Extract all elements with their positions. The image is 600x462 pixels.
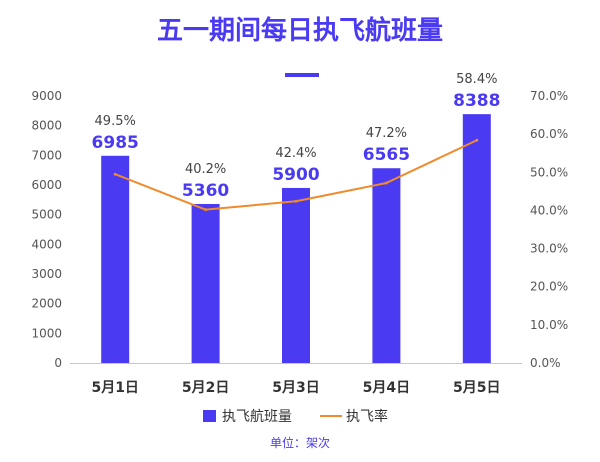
x-axis-labels: 5月1日 5月2日 5月3日 5月4日 5月5日 — [91, 380, 500, 396]
right-axis-tick-label: 40.0% — [530, 203, 568, 217]
bar — [372, 168, 401, 363]
right-axis-tick-label: 0.0% — [530, 356, 561, 370]
right-axis-tick-label: 70.0% — [530, 89, 568, 103]
right-axis-tick-label: 20.0% — [530, 280, 568, 294]
bar-series: 6985 5360 5900 6565 8388 — [92, 91, 500, 363]
right-axis-tick-label: 30.0% — [530, 242, 568, 256]
left-y-axis: 0 1000 2000 3000 4000 5000 6000 7000 8000 9000 — [31, 89, 62, 370]
bar-value-label: 5900 — [272, 165, 319, 185]
right-axis-tick-label: 60.0% — [530, 127, 568, 141]
bar-value-label: 8388 — [453, 91, 500, 111]
legend: 执飞航班量 执飞率 — [203, 408, 388, 425]
x-axis-category-label: 5月5日 — [453, 380, 500, 396]
left-axis-tick-label: 1000 — [31, 326, 62, 340]
left-axis-tick-label: 9000 — [31, 89, 62, 103]
x-axis-category-label: 5月3日 — [272, 380, 319, 396]
rate-point — [294, 199, 298, 203]
bar-value-label: 6565 — [363, 145, 410, 165]
title-decoration-dash — [285, 73, 319, 77]
bar — [191, 203, 220, 363]
bar-value-label: 6985 — [92, 133, 139, 153]
right-y-axis: 0.0% 10.0% 20.0% 30.0% 40.0% 50.0% 60.0% 70.0% — [530, 89, 568, 370]
rate-value-label: 47.2% — [366, 126, 407, 141]
rate-point — [475, 138, 479, 142]
left-axis-tick-label: 5000 — [31, 208, 62, 222]
rate-value-label: 42.4% — [275, 146, 316, 161]
rate-value-label: 40.2% — [185, 162, 226, 177]
rate-value-label: 58.4% — [456, 72, 497, 87]
x-axis-category-label: 5月2日 — [182, 380, 229, 396]
rate-point — [113, 172, 117, 176]
legend-label-line: 执飞率 — [346, 408, 388, 425]
left-axis-tick-label: 3000 — [31, 267, 62, 281]
legend-swatch-bar — [203, 410, 216, 422]
left-axis-tick-label: 6000 — [31, 178, 62, 192]
chart-title: 五一期间每日执飞航班量 — [157, 15, 443, 46]
left-axis-tick-label: 7000 — [31, 148, 62, 162]
line-series: 49.5% 40.2% 42.4% 47.2% 58.4% — [95, 72, 497, 212]
right-axis-tick-label: 10.0% — [530, 318, 568, 332]
unit-note: 单位：架次 — [270, 435, 330, 450]
bar — [282, 187, 310, 363]
left-axis-tick-label: 2000 — [31, 297, 62, 311]
legend-label-bar: 执飞航班量 — [222, 409, 292, 425]
bar — [462, 114, 491, 363]
left-axis-tick-label: 0 — [54, 356, 62, 370]
left-axis-tick-label: 8000 — [31, 119, 62, 133]
x-axis-category-label: 5月4日 — [363, 380, 410, 396]
rate-value-label: 49.5% — [95, 114, 136, 129]
bar-value-label: 5360 — [182, 181, 229, 201]
left-axis-tick-label: 4000 — [31, 237, 62, 251]
bar — [101, 155, 130, 363]
x-axis-category-label: 5月1日 — [91, 380, 138, 396]
right-axis-tick-label: 50.0% — [530, 165, 568, 179]
rate-point — [384, 181, 388, 185]
rate-point — [204, 208, 208, 212]
